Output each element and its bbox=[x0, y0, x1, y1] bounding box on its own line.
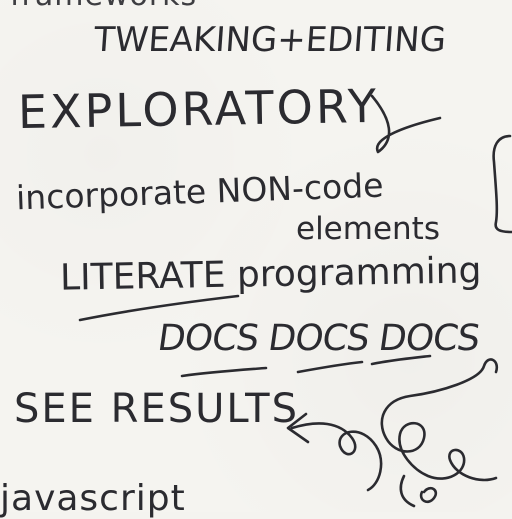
exploratory-tail-stroke bbox=[370, 94, 442, 154]
note-javascript: javascript bbox=[0, 478, 186, 519]
note-literate-programming: LITERATE programming bbox=[59, 250, 482, 299]
note-tweaking-editing: TWEAKING+EDITING bbox=[92, 20, 448, 60]
right-vine-loop-stroke bbox=[419, 486, 438, 504]
note-frameworks: frameworks bbox=[10, 0, 197, 13]
docs-underline-2-stroke bbox=[296, 360, 364, 374]
note-docs: DOCS DOCS DOCS bbox=[155, 318, 482, 359]
right-vine-lower-stroke bbox=[399, 474, 416, 508]
note-exploratory: EXPLORATORY bbox=[17, 78, 380, 140]
right-vine-stroke bbox=[380, 358, 499, 482]
note-incorporate-non-code: incorporate NON-code bbox=[15, 165, 385, 218]
docs-underline-1-stroke bbox=[180, 366, 268, 378]
note-see-results: SEE RESULTS bbox=[14, 386, 299, 432]
right-bracket-stroke bbox=[492, 134, 512, 234]
literate-underline-stroke bbox=[78, 294, 240, 322]
note-elements: elements bbox=[296, 211, 440, 247]
arrow-shaft-stroke bbox=[290, 422, 383, 492]
